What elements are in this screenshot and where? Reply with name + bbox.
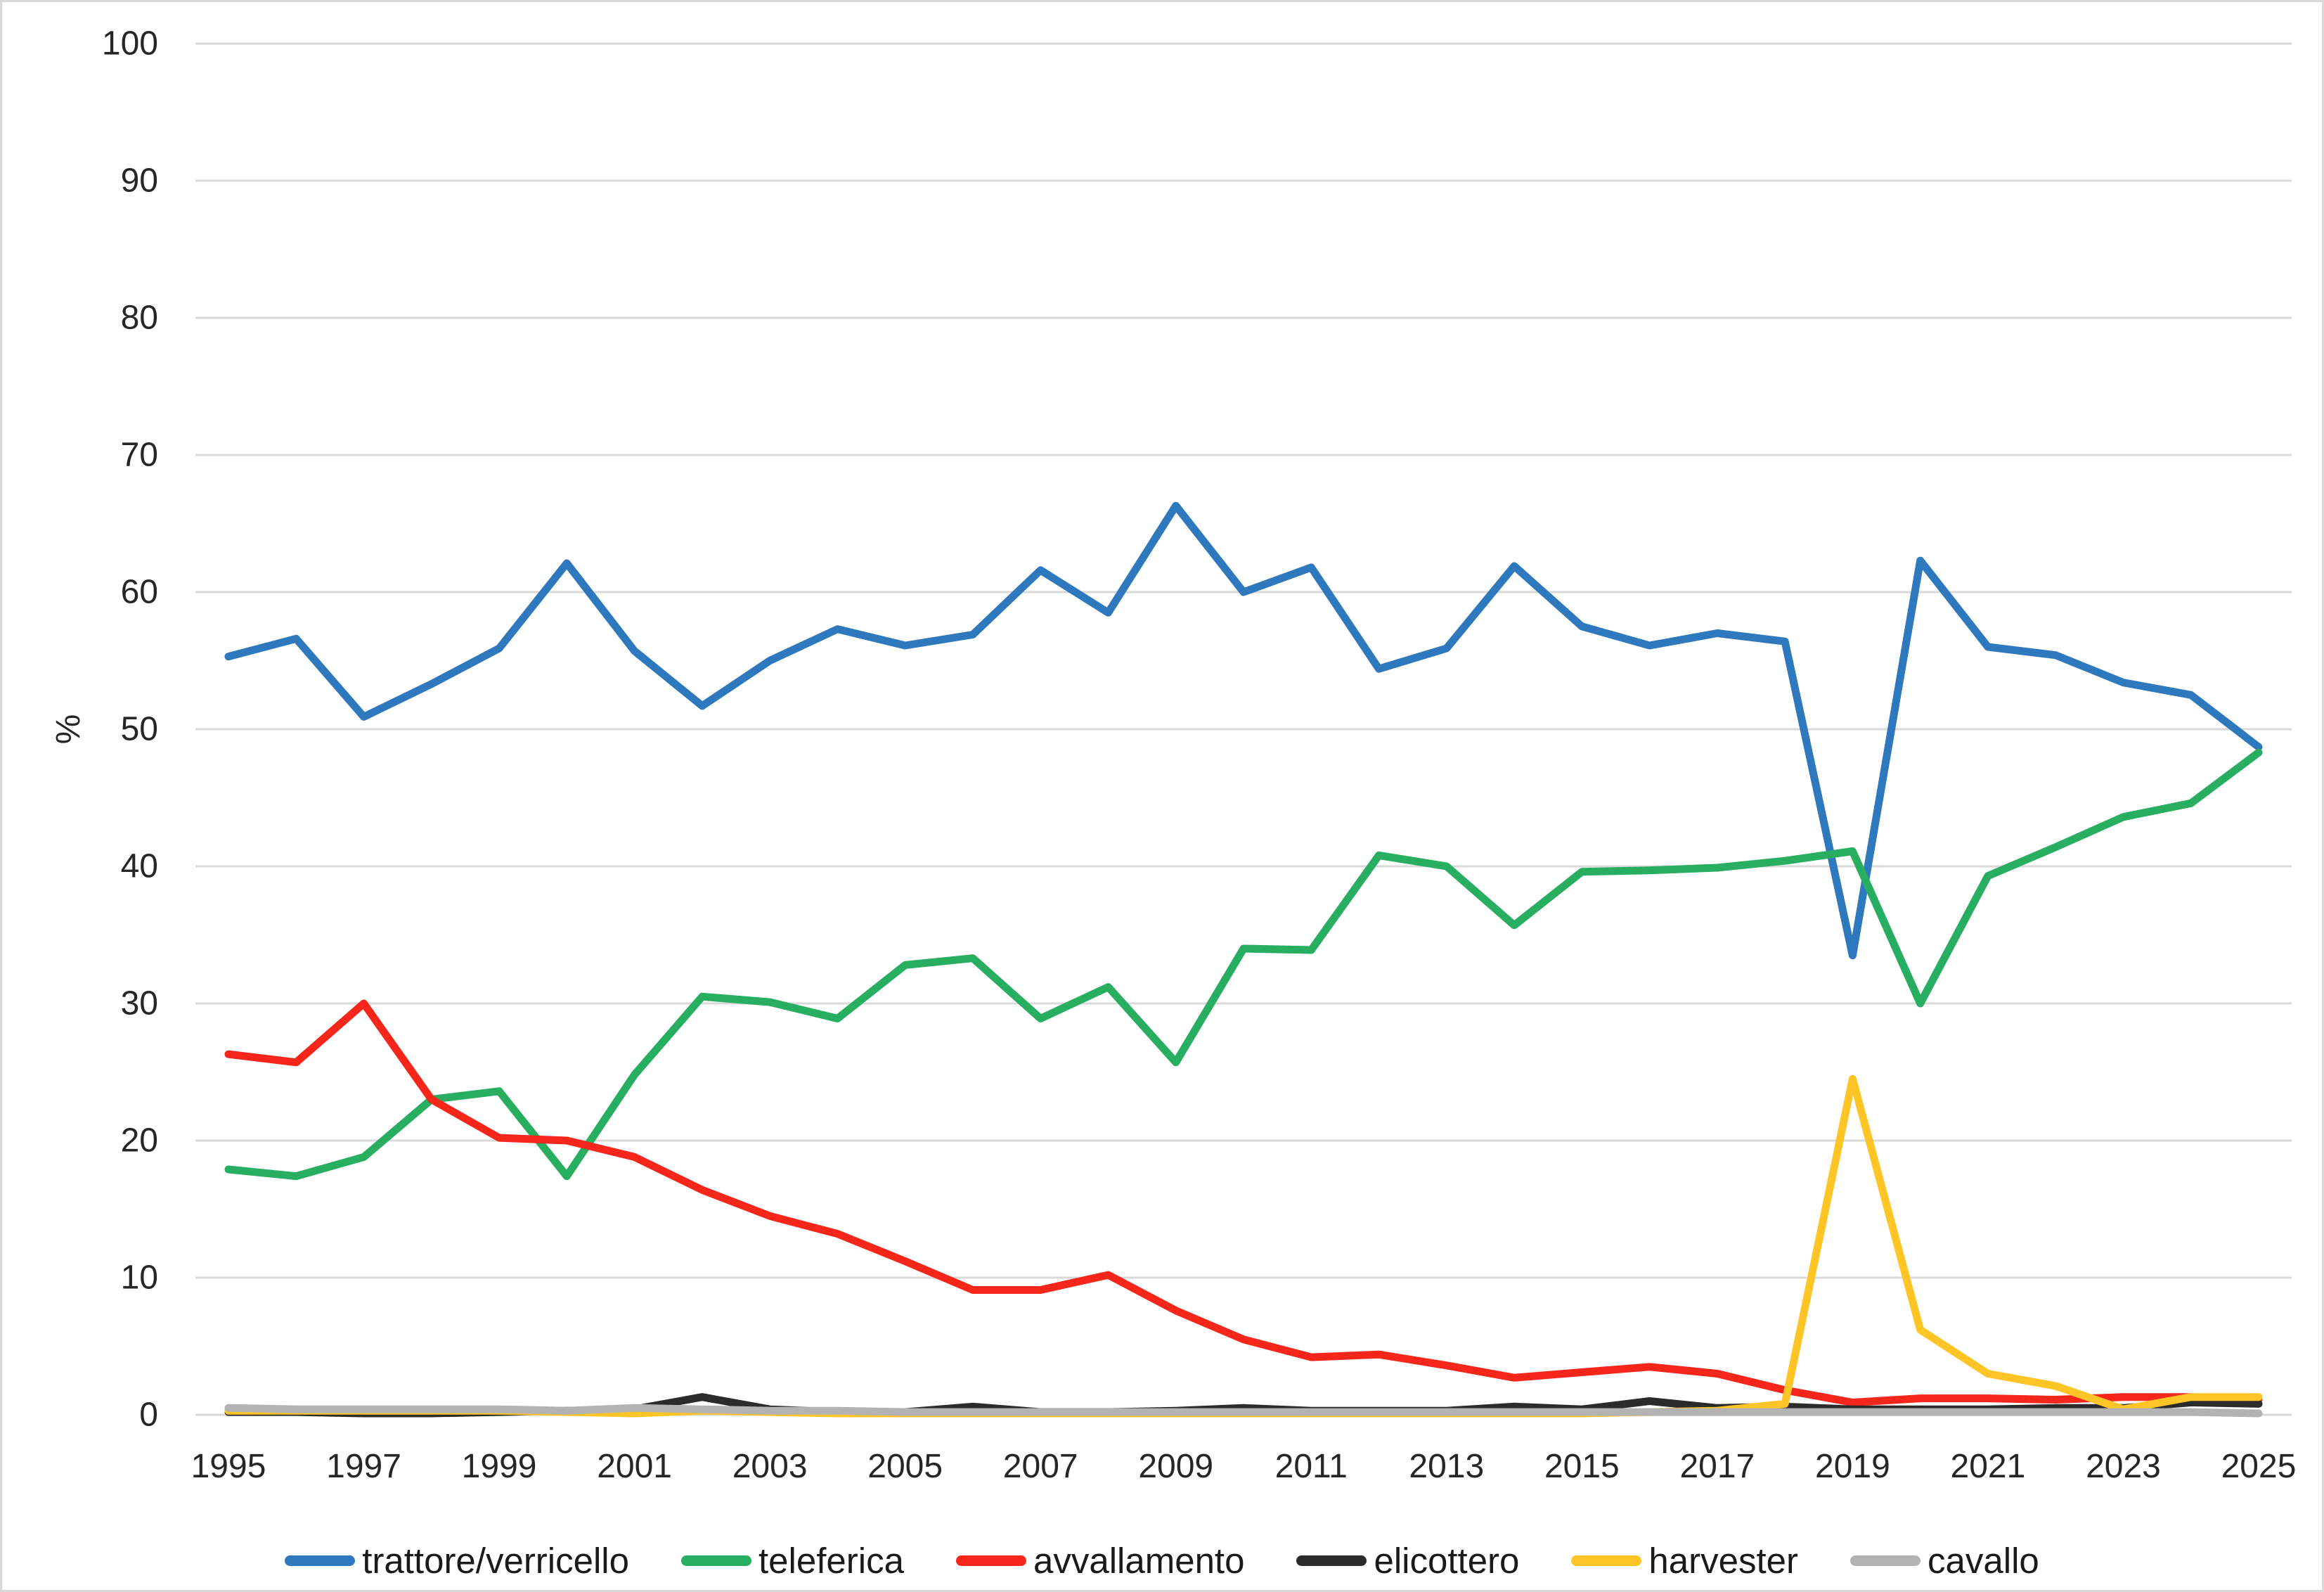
y-tick-label-100: 100	[102, 25, 158, 63]
legend-swatch-avvallamento	[955, 1555, 1026, 1566]
series-line-trattore-verricello	[224, 501, 2263, 960]
y-tick-label-90: 90	[121, 162, 158, 200]
series-line-avvallamento	[224, 999, 2263, 1406]
x-tick-label-2003: 2003	[732, 1448, 808, 1485]
legend-label-avvallamento: avvallamento	[1033, 1540, 1245, 1581]
y-tick-label-50: 50	[121, 711, 158, 748]
x-tick-label-2001: 2001	[597, 1448, 672, 1485]
x-tick-label-2015: 2015	[1544, 1448, 1620, 1485]
x-tick-label-2007: 2007	[1003, 1448, 1078, 1485]
legend-label-cavallo: cavallo	[1928, 1540, 2039, 1581]
series-line-cavallo	[224, 1404, 2263, 1418]
x-tick-label-2009: 2009	[1138, 1448, 1213, 1485]
legend-swatch-harvester	[1571, 1555, 1642, 1566]
legend-label-teleferica: teleferica	[758, 1540, 904, 1581]
legend-item-teleferica: teleferica	[681, 1540, 904, 1581]
x-tick-label-2021: 2021	[1951, 1448, 2026, 1485]
x-tick-label-2017: 2017	[1679, 1448, 1755, 1485]
x-tick-label-2013: 2013	[1409, 1448, 1484, 1485]
x-tick-label-1997: 1997	[326, 1448, 401, 1485]
x-tick-label-1999: 1999	[462, 1448, 537, 1485]
x-tick-label-1995: 1995	[191, 1448, 266, 1485]
legend-swatch-teleferica	[681, 1555, 752, 1566]
x-tick-label-2019: 2019	[1815, 1448, 1890, 1485]
legend-label-elicottero: elicottero	[1374, 1540, 1520, 1581]
legend-item-avvallamento: avvallamento	[955, 1540, 1245, 1581]
y-tick-label-20: 20	[121, 1122, 158, 1160]
y-tick-label-10: 10	[121, 1259, 158, 1297]
legend-label-trattore-verricello: trattore/verricello	[362, 1540, 630, 1581]
x-tick-label-2005: 2005	[867, 1448, 943, 1485]
y-tick-label-70: 70	[121, 437, 158, 474]
legend-item-cavallo: cavallo	[1850, 1540, 2039, 1581]
legend-item-harvester: harvester	[1571, 1540, 1798, 1581]
legend: trattore/verricello teleferica avvallament…	[2, 1527, 2322, 1590]
x-tick-label-2011: 2011	[1275, 1448, 1348, 1485]
x-tick-label-2023: 2023	[2086, 1448, 2161, 1485]
legend-label-harvester: harvester	[1648, 1540, 1799, 1581]
series-line-teleferica	[224, 748, 2263, 1181]
y-tick-label-0: 0	[139, 1397, 158, 1434]
y-tick-label-30: 30	[121, 985, 158, 1022]
y-tick-label-80: 80	[121, 300, 158, 337]
legend-item-trattore-verricello: trattore/verricello	[285, 1540, 629, 1581]
y-tick-label-60: 60	[121, 574, 158, 611]
legend-swatch-elicottero	[1296, 1555, 1367, 1566]
x-tick-label-2025: 2025	[2221, 1448, 2297, 1485]
legend-item-elicottero: elicottero	[1296, 1540, 1519, 1581]
y-axis-title: %	[50, 714, 87, 745]
y-tick-label-40: 40	[121, 848, 158, 885]
legend-swatch-cavallo	[1850, 1555, 1921, 1566]
legend-swatch-trattore-verricello	[285, 1555, 356, 1566]
